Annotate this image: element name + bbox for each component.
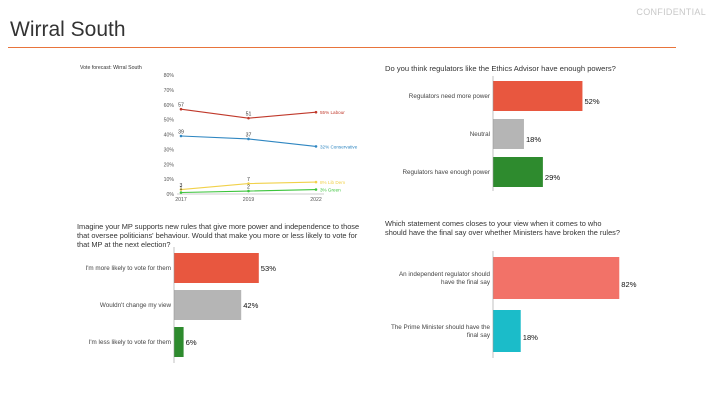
data-label: 7 [247, 177, 250, 183]
series-point [247, 182, 250, 185]
category-label: The Prime Minister should have the [391, 324, 491, 331]
series-point [179, 191, 183, 194]
regulator-powers-question: Do you think regulators like the Ethics … [385, 64, 616, 73]
value-label: 18% [526, 135, 541, 144]
y-tick-label: 60% [164, 103, 175, 109]
series-point [179, 107, 183, 111]
title-divider [8, 47, 676, 48]
bar [493, 119, 524, 149]
bar [493, 81, 583, 111]
series-point [247, 189, 250, 193]
category-label: Regulators have enough power [402, 169, 490, 176]
category-label: have the final say [441, 279, 491, 286]
x-tick-label: 2022 [310, 197, 322, 203]
y-tick-label: 50% [164, 118, 175, 124]
series-point [179, 134, 183, 138]
value-label: 53% [261, 264, 276, 273]
category-label: I'm more likely to vote for them [85, 265, 171, 272]
data-label: 51 [246, 112, 252, 118]
mp-rules-question: Imagine your MP supports new rules that … [77, 222, 360, 249]
bar [174, 327, 184, 357]
x-tick-label: 2019 [243, 197, 255, 203]
bar [493, 257, 620, 299]
series-point [314, 145, 318, 148]
y-tick-label: 10% [164, 177, 175, 183]
bar [493, 157, 543, 187]
y-tick-label: 80% [164, 73, 175, 79]
regulator-powers-chart: Regulators need more power 52% Neutral 18% R… [402, 76, 600, 191]
category-label: I'm less likely to vote for them [89, 339, 171, 346]
series-end-label: 32% Conservative [320, 144, 358, 149]
category-label: Neutral [470, 131, 490, 138]
vote-forecast-title: Vote forecast: Wirral South [80, 65, 142, 71]
data-label: 57 [178, 103, 184, 109]
value-label: 42% [243, 301, 258, 310]
bar [493, 310, 521, 352]
final-say-question: Which statement comes closes to your vie… [385, 219, 620, 237]
data-label: 37 [246, 132, 252, 138]
series-end-label: 8% Lib Dem [320, 180, 345, 185]
value-label: 18% [523, 333, 538, 342]
data-label: 1 [180, 186, 183, 192]
y-tick-label: 20% [164, 162, 175, 168]
vote-forecast-chart: Vote forecast: Wirral South 0% 10% 20% 30% 4… [80, 65, 358, 203]
category-label: Regulators need more power [409, 93, 490, 100]
value-label: 29% [545, 173, 560, 182]
series-end-label: 3% Green [320, 188, 341, 193]
series-end-label: 55% Labour [320, 110, 345, 115]
bar [174, 290, 242, 320]
y-tick-label: 0% [167, 192, 175, 198]
series-point [314, 180, 318, 184]
series-point [179, 188, 183, 191]
series-point [247, 137, 250, 141]
page-title: Wirral South [10, 18, 126, 41]
mp-rules-chart: I'm more likely to vote for them 53% Would… [85, 247, 276, 363]
x-tick-label: 2017 [175, 197, 187, 203]
data-label: 39 [178, 129, 184, 135]
value-label: 6% [186, 338, 197, 347]
y-tick-label: 40% [164, 133, 175, 139]
bar [174, 253, 259, 283]
series-point [314, 110, 318, 114]
category-label: final say [467, 332, 491, 339]
value-label: 52% [584, 97, 599, 106]
series-point [247, 116, 250, 120]
category-label: Wouldn't change my view [100, 302, 172, 309]
data-label: 2 [247, 185, 250, 191]
y-tick-label: 30% [164, 147, 175, 153]
y-tick-label: 70% [164, 88, 175, 94]
series-point [314, 188, 318, 191]
data-label: 3 [180, 183, 183, 189]
category-label: An independent regulator should [399, 271, 491, 278]
confidential-label: CONFIDENTIAL [636, 7, 706, 17]
value-label: 82% [621, 280, 636, 289]
